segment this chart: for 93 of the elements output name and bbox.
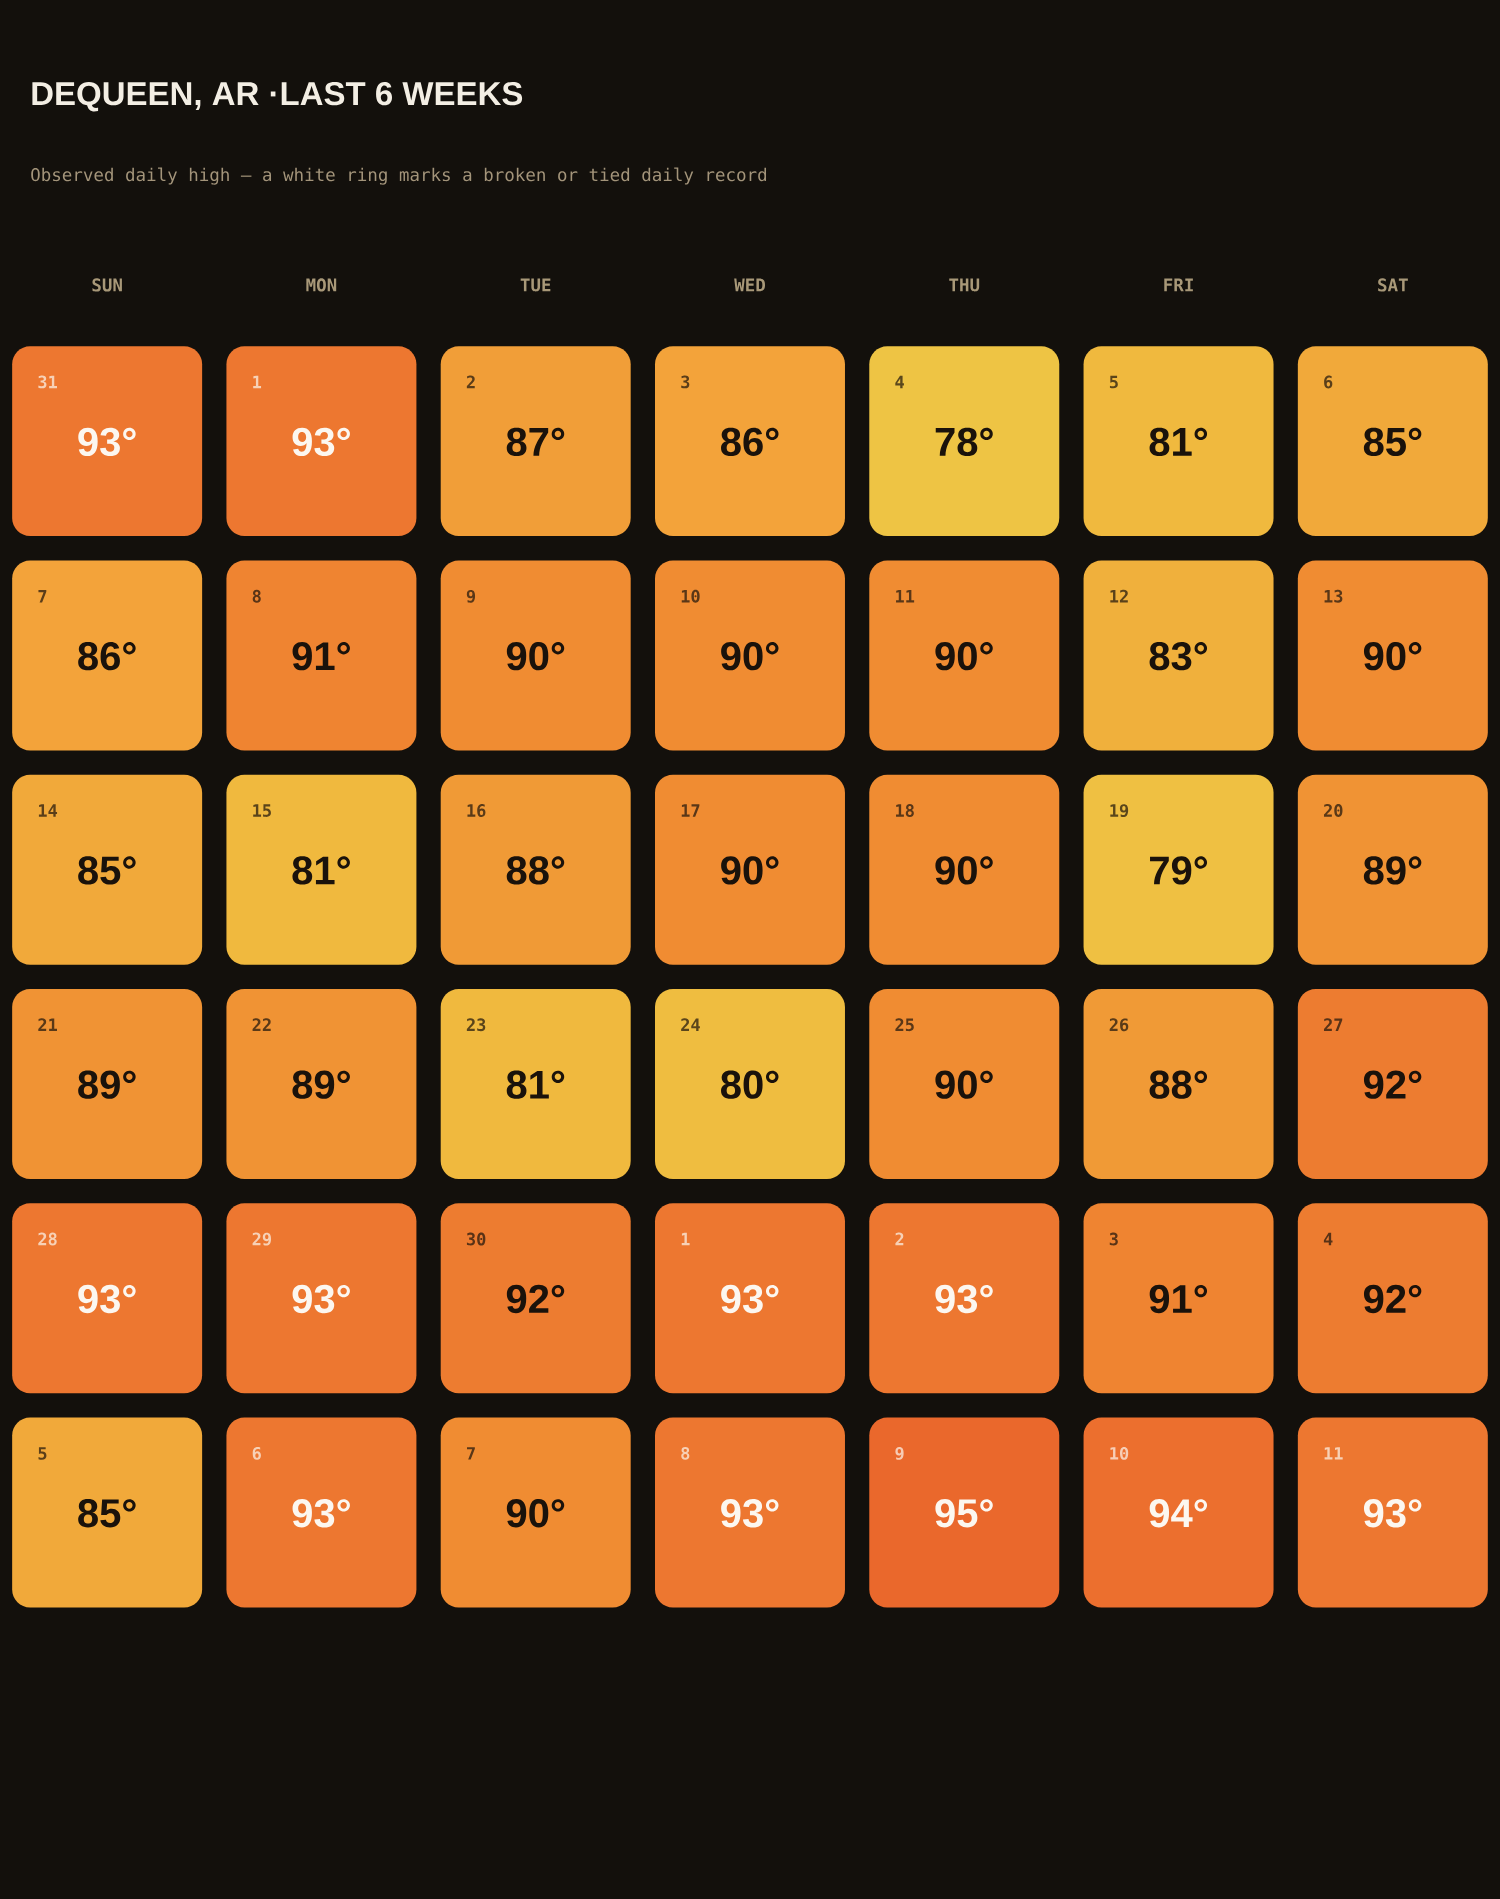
data-label: 78°	[935, 427, 993, 457]
annotation: 5	[38, 1447, 47, 1460]
annotation: 5	[1109, 375, 1118, 389]
x-tick-label: TUE	[520, 278, 551, 292]
data-label: 93°	[78, 427, 136, 457]
annotation: 3	[681, 375, 690, 389]
data-label: 89°	[292, 1070, 350, 1099]
annotation: 24	[681, 1018, 700, 1031]
data-label: 90°	[935, 856, 993, 885]
data-label: 90°	[506, 1499, 565, 1528]
data-label: 81°	[292, 856, 350, 885]
annotation: 3	[1109, 1232, 1118, 1246]
data-label: 88°	[506, 856, 565, 885]
annotation: 9	[895, 1447, 904, 1460]
data-label: 88°	[1149, 1070, 1208, 1099]
x-tick-label: SUN	[92, 278, 122, 292]
annotation: 7	[38, 590, 47, 603]
annotation: 15	[253, 804, 271, 817]
data-label: 91°	[1149, 1284, 1208, 1314]
data-label: 90°	[721, 641, 779, 671]
data-label: 89°	[1363, 856, 1422, 885]
x-tick-label: WED	[734, 278, 766, 292]
data-label: 93°	[292, 1284, 350, 1314]
annotation: 27	[1323, 1018, 1343, 1031]
data-label: 90°	[506, 641, 565, 671]
data-label: 93°	[935, 1284, 993, 1314]
data-label: 93°	[721, 1499, 779, 1528]
annotation: 26	[1109, 1018, 1129, 1032]
x-tick-label: MON	[306, 278, 337, 292]
chart-subtitle: Observed daily high — a white ring marks a broken or tied daily record	[31, 167, 767, 185]
annotation: 4	[1323, 1232, 1333, 1246]
annotation: 28	[38, 1232, 57, 1246]
data-label: 90°	[1363, 641, 1422, 671]
annotation: 22	[252, 1018, 271, 1031]
annotation: 29	[252, 1232, 271, 1246]
data-label: 81°	[1149, 427, 1208, 457]
annotation: 8	[252, 589, 261, 603]
data-label: 85°	[1363, 427, 1422, 457]
data-label: 87°	[506, 427, 565, 457]
data-label: 94°	[1149, 1499, 1208, 1528]
data-label: 90°	[935, 1070, 993, 1099]
data-label: 90°	[721, 856, 779, 885]
annotation: 7	[467, 1447, 475, 1460]
data-label: 92°	[1363, 1284, 1422, 1314]
annotation: 2	[466, 375, 475, 389]
data-label: 86°	[78, 641, 136, 671]
annotation: 1	[253, 375, 262, 389]
data-label: 86°	[721, 427, 779, 457]
annotation: 9	[466, 589, 476, 603]
data-label: 90°	[935, 641, 993, 671]
x-tick-label: THU	[949, 278, 980, 292]
chart-title: DEQUEEN, AR ·LAST 6 WEEKS	[32, 81, 523, 112]
annotation: 6	[1324, 375, 1333, 389]
data-label: 81°	[506, 1070, 565, 1099]
annotation: 11	[896, 590, 915, 603]
annotation: 30	[466, 1232, 486, 1246]
annotation: 10	[1110, 1446, 1129, 1460]
annotation: 2	[895, 1232, 904, 1246]
annotation: 4	[895, 375, 904, 389]
data-label: 85°	[78, 856, 136, 885]
data-label: 89°	[78, 1070, 136, 1099]
data-label: 80°	[721, 1070, 779, 1099]
annotation: 17	[681, 804, 700, 817]
data-label: 93°	[292, 1499, 350, 1528]
annotation: 11	[1324, 1447, 1343, 1460]
data-label: 79°	[1150, 856, 1208, 885]
annotation: 20	[1323, 804, 1343, 817]
annotation: 13	[1324, 589, 1343, 603]
data-label: 92°	[506, 1284, 565, 1314]
data-label: 95°	[935, 1499, 993, 1528]
x-tick-label: SAT	[1378, 278, 1408, 292]
annotation: 6	[252, 1446, 261, 1460]
annotation: 14	[38, 804, 58, 817]
x-tick-label: FRI	[1164, 278, 1193, 292]
data-label: 85°	[78, 1499, 136, 1528]
data-label: 83°	[1149, 641, 1208, 671]
data-label: 93°	[721, 1284, 779, 1314]
annotation: 25	[895, 1018, 914, 1032]
data-label: 93°	[1363, 1499, 1422, 1528]
annotation: 12	[1110, 589, 1128, 603]
annotation: 19	[1110, 804, 1129, 818]
annotation: 10	[681, 589, 700, 603]
data-label: 92°	[1363, 1070, 1422, 1099]
data-label: 93°	[292, 427, 350, 457]
annotation: 23	[466, 1018, 486, 1032]
annotation: 31	[38, 375, 57, 389]
annotation: 18	[896, 804, 914, 817]
data-label: 91°	[292, 641, 350, 671]
annotation: 16	[467, 804, 486, 817]
annotation: 1	[681, 1232, 690, 1246]
annotation: 21	[38, 1018, 57, 1031]
data-label: 93°	[78, 1284, 136, 1314]
annotation: 8	[681, 1446, 690, 1460]
